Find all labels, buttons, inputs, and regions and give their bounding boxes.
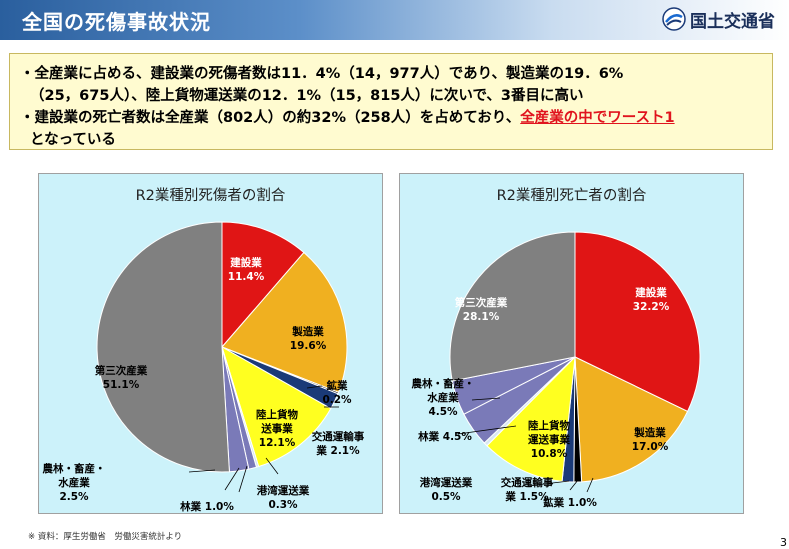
leader-line [188, 469, 216, 473]
pie-slice-land-freight [221, 345, 332, 468]
worst-highlight: 全産業の中でワースト1 [520, 110, 675, 126]
pie-slice-manufacturing [221, 251, 348, 393]
leader-line [306, 385, 323, 389]
leader-line [586, 477, 594, 493]
leader-line [457, 425, 517, 435]
leader-line [471, 397, 501, 401]
pie-slice-construction [221, 221, 305, 349]
slice-label-forestry: 林業 4.5% [418, 430, 472, 443]
injury-pie-chart: 建設業 11.4% 製造業 19.6% 鉱業 0.2% 交通運輸事業 2.1% 陸上貨物送事業… [43, 221, 365, 513]
slice-label-traffic-transport: 交通運輸事業 1.5% [501, 476, 554, 503]
slice-label-forestry: 林業 1.0% [180, 500, 234, 513]
slice-label-manufacturing: 製造業 19.6% [290, 325, 327, 352]
death-pie-chart: 建設業 32.2% 製造業 17.0% 鉱業 1.0%交通運輸事業 1.5% 陸上貨物運送… [412, 231, 701, 509]
summary-line-3: ・建設業の死亡者数は全産業（802人）の約32%（258人）を占めており、全産業… [20, 107, 762, 129]
source-note: ※ 資料：厚生労働省 労働災害統計より [28, 532, 183, 542]
injury-chart-title: R2業種別死傷者の割合 [135, 188, 286, 204]
pie-slice-land-freight [486, 355, 576, 482]
slice-label-construction: 建設業 32.2% [633, 286, 670, 313]
ministry-name: 国土交通省 [690, 11, 775, 32]
slice-label-tertiary: 第三次産業 28.1% [455, 296, 508, 323]
summary-line-3-text: ・建設業の死亡者数は全産業（802人）の約32%（258人）を占めており、 [20, 110, 521, 126]
slice-label-construction: 建設業 11.4% [228, 256, 265, 283]
page-title: 全国の死傷事故状況 [22, 10, 211, 34]
slice-label-port: 港湾運送業 0.3% [257, 484, 310, 511]
summary-box: ・全産業に占める、建設業の死傷者数は11．4%（14，977人）であり、製造業の… [9, 53, 773, 150]
slice-label-mining: 鉱業 0.2% [322, 379, 352, 406]
slice-label-manufacturing: 製造業 17.0% [632, 426, 669, 453]
slice-label-traffic-transport: 交通運輸事業 2.1% [312, 430, 365, 457]
slice-label-agri-fishery: 農林・畜産・水産業 2.5% [43, 462, 106, 503]
ministry-logo: 国土交通省 [662, 5, 775, 33]
leader-line [238, 465, 248, 493]
leader-line [569, 479, 579, 491]
death-pie-panel: R2業種別死亡者の割合 建設業 32.2% 製造業 17.0% 鉱業 1.0% 交通運輸事… [399, 173, 744, 514]
slice-label-land-freight: 陸上貨物運送事業 10.8% [528, 419, 570, 460]
leader-line [527, 480, 570, 487]
summary-line-1: ・全産業に占める、建設業の死傷者数は11．4%（14，977人）であり、製造業の… [20, 66, 624, 82]
ministry-emblem-icon [662, 7, 686, 31]
death-chart-title: R2業種別死亡者の割合 [496, 188, 647, 204]
leader-line [224, 467, 240, 491]
pie-slice-construction [574, 231, 701, 413]
pie-slice-tertiary [96, 221, 230, 473]
slice-label-agri-fishery: 農林・畜産・水産業 4.5% [412, 377, 475, 418]
leader-line [265, 457, 279, 475]
slice-label-port: 港湾運送業 0.5% [420, 476, 473, 503]
slice-label-land-freight: 陸上貨物送事業 12.1% [256, 408, 298, 449]
summary-line-2: （25，675人）、陸上貨物運送業の12．1%（15，815人）に次いで、3番目… [30, 88, 584, 104]
slice-label-tertiary: 第三次産業 51.1% [95, 364, 148, 391]
pie-slice-tertiary [449, 231, 576, 382]
header-bar: 全国の死傷事故状況 国土交通省 [0, 0, 789, 40]
injury-pie-panel: R2業種別死傷者の割合 建設業 11.4% 製造業 19.6% 鉱業 0.2% 交通運輸事業… [38, 173, 383, 514]
page-number: 3 [780, 536, 787, 549]
summary-line-4: となっている [30, 132, 116, 148]
slice-label-mining: 鉱業 1.0% [543, 496, 597, 509]
